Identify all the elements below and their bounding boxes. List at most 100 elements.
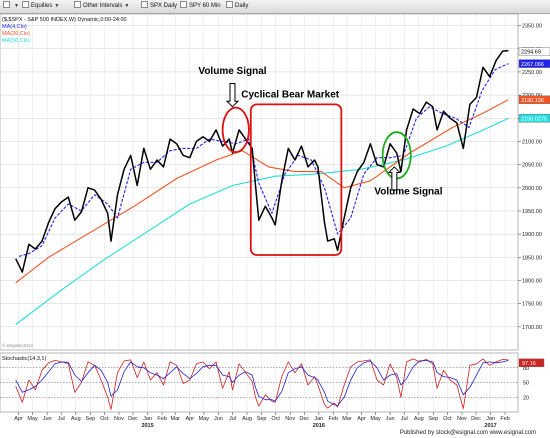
month-label: May [199,416,210,422]
toolbar-other-intervals-button[interactable]: Other Intervals ▼ [74,1,129,12]
stochastic-value-tag: 97.16 [518,358,545,368]
stochastic-tick-label: 20 [523,395,529,401]
month-label: Feb [329,416,338,422]
chart-toolbar: ▼ Equities ▼ Other Intervals ▼ SPX Daily S… [0,0,550,14]
annotation-label: Volume Signal [198,66,266,77]
price-tag-label: 2267.066 [521,62,544,68]
month-label: Sep [428,416,438,422]
month-label: Jan [314,416,323,422]
chart-link-icon [180,1,187,8]
price-tag-label: 2190.196 [521,98,544,104]
toolbar-calendar-button[interactable]: ▼ [3,1,19,12]
toolbar-equities-label: Equities [31,3,53,9]
month-label: Apr [357,416,366,422]
stochastic-value-label: 97.16 [522,361,536,367]
series-line-ma20 [15,99,509,284]
toolbar-spx-daily-link[interactable]: SPX Daily [141,1,177,12]
publisher-credit: Published by stock@esignal.com www.esign… [399,430,536,436]
toolbar-daily-link[interactable]: Daily [226,1,248,12]
price-tag-box [518,59,550,68]
month-label: Mar [171,416,181,422]
annotation-arrow-up-icon [387,166,402,191]
indicator-legend: ($,$SPX - S&P 500 INDEX,W) Dynamic,0:00-… [2,17,127,348]
annotations: Volume Signal Cyclical Bear Market Volume … [198,66,443,256]
main-panel: Volume Signal Cyclical Bear Market Volume … [0,14,550,351]
series-line-ma50 [15,117,509,325]
price-tick-label: 1800.00 [522,278,542,284]
annotation-ellipse [221,106,250,154]
month-label: Jul [229,416,236,422]
month-label: Dec [471,416,481,422]
price-tick-label: 2000.00 [522,186,542,192]
price-tick-label: 1900.00 [522,232,542,238]
month-label: Jan [143,416,152,422]
toolbar-spx-daily-label: SPX Daily [150,3,178,9]
chart-link-icon [226,1,233,8]
price-tick-label: 1850.00 [522,255,542,261]
annotation-label: Cyclical Bear Market [241,89,340,100]
main-series [15,49,509,325]
month-label: Feb [500,416,509,422]
chevron-down-icon: ▼ [54,3,60,9]
toolbar-spy-60min-label: SPY 60 Min [189,3,221,9]
chart-link-icon [141,1,148,8]
equities-icon [22,1,29,8]
annotation-box [249,103,343,256]
month-label: Jan [486,416,495,422]
price-tick-label: 2250.00 [522,70,542,76]
legend-entry: MA(4,Clo) [2,24,27,30]
main-gridlines [0,14,518,350]
toolbar-other-intervals-label: Other Intervals [83,3,123,9]
price-chart: Volume Signal Cyclical Bear Market Volume … [0,14,550,429]
chevron-down-icon: ▼ [14,3,19,9]
month-label: Nov [457,416,467,422]
price-tick-label: 1950.00 [522,209,542,215]
toolbar-equities-button[interactable]: Equities ▼ [22,1,59,12]
chart-header: ($,$SPX - S&P 500 INDEX,W) Dynamic,0:00-… [2,17,127,23]
month-label: Jun [386,416,395,422]
price-tick-label: 2050.00 [522,163,542,169]
toolbar-daily-label: Daily [235,3,249,9]
annotation-label: Volume Signal [374,187,442,198]
stochastic-header: Stochastic(14,3,1) [2,356,46,362]
year-label: 2016 [313,423,325,429]
price-tag-box [518,47,550,56]
price-axis: 1700.00 1750.00 1800.00 1850.00 1900.00 1950.… [518,24,550,331]
calendar-icon [3,1,10,8]
stochastic-line-d [15,360,509,406]
price-tick-label: 2350.00 [522,24,542,30]
month-label: Oct [271,416,280,422]
chevron-down-icon: ▼ [124,3,130,9]
price-tag-label: 2294.69 [521,50,541,56]
footer: Published by stock@esignal.com www.esign… [0,429,550,438]
price-tag-box [518,95,550,104]
year-label: 2015 [141,423,153,429]
month-label: Dec [299,416,309,422]
toolbar-spy-60min-link[interactable]: SPY 60 Min [180,1,221,12]
price-tag-box [518,114,550,123]
stochastic-value-box [518,358,545,368]
month-label: Jul [58,416,65,422]
watermark: © eSignal 2014 [2,342,33,348]
month-label: Apr [186,416,195,422]
month-label: Jun [214,416,223,422]
legend-entry: MA(20,Clo) [2,31,30,37]
price-tag: 2294.69 [518,47,550,56]
month-label: Feb [157,416,166,422]
annotation-arrow-down-icon [225,83,240,108]
series-line-price [15,49,509,273]
series-line-ma4 [18,63,509,257]
month-label: Oct [443,416,452,422]
legend-entry: MA(50,Clo) [2,38,30,44]
price-tick-label: 2100.00 [522,139,542,145]
price-tag: 2190.196 [518,95,550,104]
month-label: Aug [242,416,252,422]
intervals-icon [74,1,81,8]
month-label: May [370,416,381,422]
time-axis: Apr May Jun Jul Aug Sep Oct Nov Dec Jan Feb Mar Apr M… [14,412,510,429]
year-label: 2017 [484,423,496,429]
month-label: Oct [100,416,109,422]
